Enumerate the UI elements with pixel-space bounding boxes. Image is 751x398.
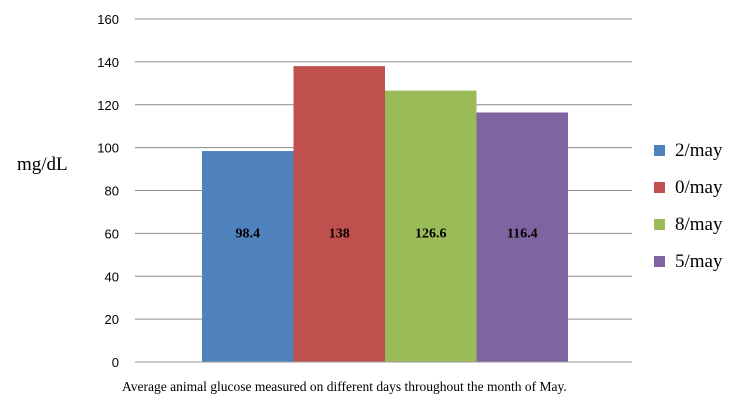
y-tick-label: 100 [97, 141, 119, 156]
x-axis-label: Average animal glucose measured on diffe… [122, 379, 567, 394]
bar-2-may [202, 151, 294, 362]
legend-label: 2/may [675, 140, 723, 161]
data-label: 98.4 [236, 226, 261, 241]
y-tick-label: 20 [105, 312, 119, 327]
y-tick-label: 80 [105, 184, 119, 199]
legend-label: 5/may [675, 251, 723, 272]
legend-swatch [654, 182, 665, 193]
legend-swatch [654, 219, 665, 230]
legend: 2/may 0/may 8/may 5/may [654, 140, 723, 272]
y-axis-label: mg/dL [17, 154, 68, 175]
legend-label: 8/may [675, 214, 723, 235]
data-label: 126.6 [415, 226, 447, 241]
bars [202, 66, 568, 362]
y-tick-label: 120 [97, 98, 119, 113]
data-labels: 98.4 138 126.6 116.4 [236, 226, 538, 241]
legend-label: 0/may [675, 177, 723, 198]
bar-8-may [385, 90, 477, 362]
legend-swatch [654, 145, 665, 156]
bar-0-may [293, 66, 385, 362]
bar-5-may [476, 112, 568, 362]
y-axis-ticks: 0 20 40 60 80 100 120 140 160 [97, 12, 119, 370]
y-tick-label: 60 [105, 226, 119, 241]
y-tick-label: 40 [105, 269, 119, 284]
data-label: 116.4 [507, 226, 538, 241]
y-tick-label: 0 [112, 355, 119, 370]
y-tick-label: 160 [97, 12, 119, 27]
data-label: 138 [329, 226, 350, 241]
y-tick-label: 140 [97, 55, 119, 70]
legend-swatch [654, 256, 665, 267]
